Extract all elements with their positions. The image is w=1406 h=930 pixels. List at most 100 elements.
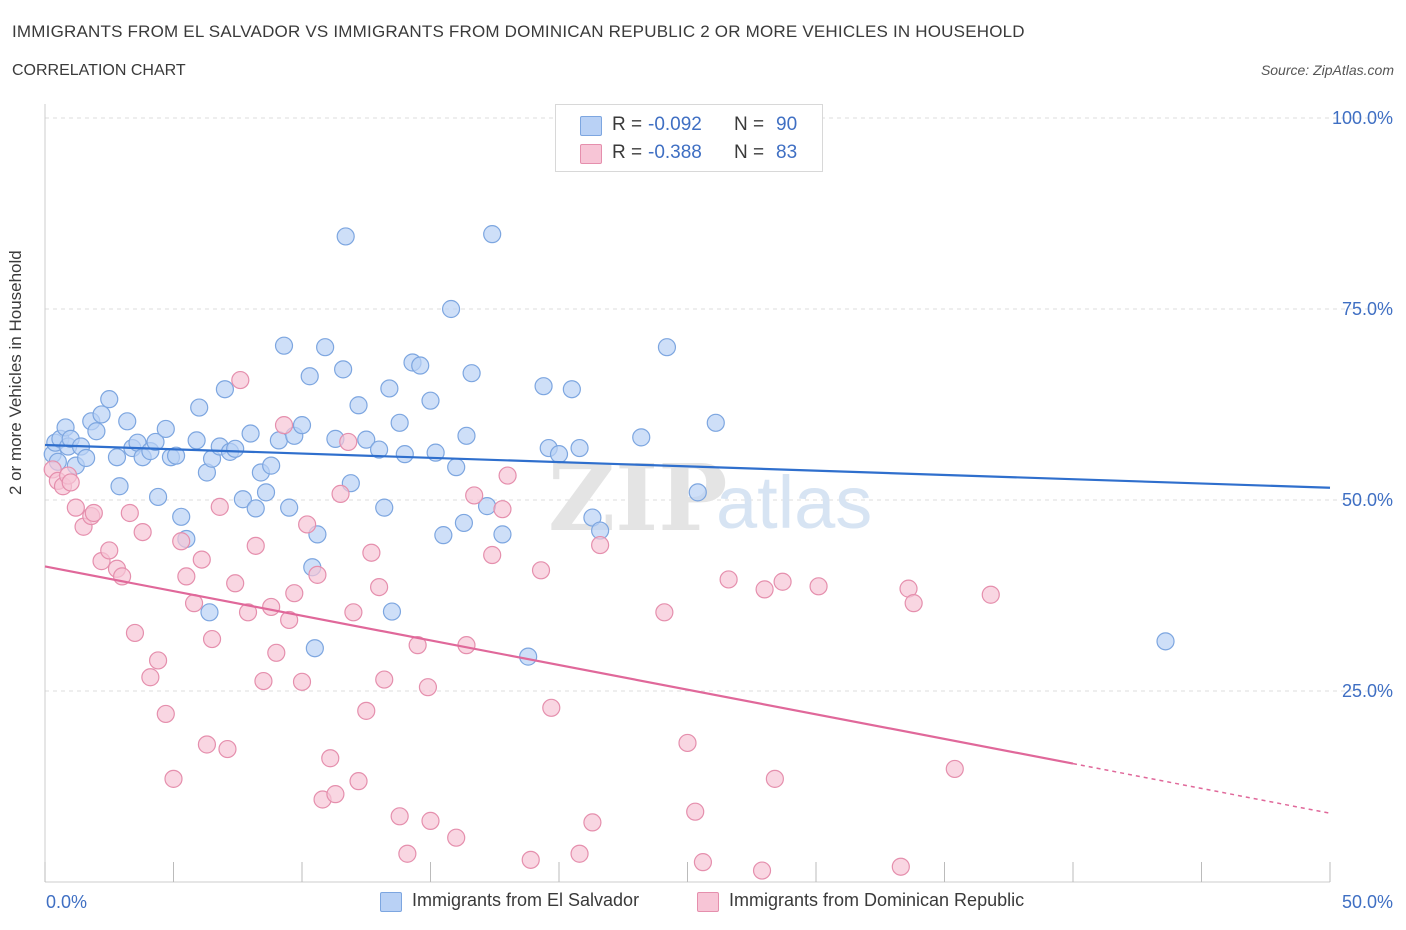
point-el-salvador [274, 336, 294, 355]
point-dominican-republic [591, 535, 610, 555]
point-el-salvador [483, 225, 502, 244]
trend-line-dominican-republic-extension [1072, 762, 1331, 814]
point-dominican-republic [542, 698, 561, 717]
point-dominican-republic [981, 585, 1000, 604]
trend-lines [44, 443, 1331, 814]
point-el-salvador [100, 390, 119, 409]
y-tick-label: 100.0% [1332, 108, 1393, 128]
point-el-salvador [549, 445, 569, 464]
tick-labels: 100.0% 75.0% 50.0% 25.0% 0.0% 50.0% [46, 108, 1393, 912]
series-el-salvador [43, 225, 1175, 666]
point-dominican-republic [945, 759, 964, 779]
n-value: 90 [776, 114, 798, 135]
point-el-salvador [200, 603, 219, 622]
point-el-salvador [269, 431, 288, 450]
point-el-salvador [300, 367, 319, 386]
point-dominican-republic [246, 536, 265, 555]
y-tick-label: 75.0% [1342, 299, 1393, 319]
point-dominican-republic [148, 651, 168, 670]
point-dominican-republic [418, 678, 438, 697]
point-dominican-republic [172, 532, 191, 551]
point-dominican-republic [370, 577, 389, 597]
point-dominican-republic [719, 570, 738, 589]
point-el-salvador [256, 483, 276, 502]
point-dominican-republic [678, 733, 697, 753]
point-el-salvador [316, 338, 335, 357]
point-el-salvador [370, 440, 389, 459]
point-el-salvador [457, 426, 476, 445]
point-dominican-republic [280, 610, 299, 630]
series-dominican-republic [43, 370, 1000, 880]
point-el-salvador [421, 391, 440, 410]
point-el-salvador [226, 439, 245, 458]
point-el-salvador [632, 428, 651, 447]
point-el-salvador [292, 416, 312, 435]
point-dominican-republic [344, 603, 363, 622]
point-dominican-republic [891, 857, 910, 876]
point-el-salvador [166, 446, 186, 465]
point-dominican-republic [164, 769, 183, 788]
point-el-salvador [349, 396, 368, 415]
point-el-salvador [454, 513, 474, 533]
point-el-salvador [241, 424, 260, 443]
point-el-salvador [1156, 632, 1175, 651]
point-el-salvador [77, 448, 96, 468]
point-dominican-republic [693, 853, 713, 872]
point-dominican-republic [156, 704, 175, 724]
point-el-salvador [262, 456, 281, 475]
axes [44, 104, 1331, 883]
point-dominican-republic [521, 850, 540, 869]
x-tick-label: 50.0% [1342, 892, 1393, 912]
point-dominican-republic [218, 739, 237, 759]
point-dominican-republic [421, 811, 440, 830]
point-dominican-republic [177, 567, 196, 586]
point-el-salvador [357, 430, 376, 449]
point-el-salvador [87, 422, 106, 441]
n-value: 83 [776, 142, 798, 163]
point-dominican-republic [493, 500, 512, 519]
r-label: R = [612, 142, 643, 163]
point-el-salvador [534, 377, 553, 396]
point-el-salvador [411, 356, 430, 375]
point-el-salvador [110, 477, 129, 496]
r-label: R = [612, 114, 643, 135]
point-dominican-republic [583, 813, 602, 832]
point-dominican-republic [125, 623, 145, 643]
point-dominican-republic [254, 671, 273, 691]
point-dominican-republic [192, 550, 211, 569]
point-el-salvador [334, 360, 353, 379]
point-dominican-republic [773, 572, 792, 591]
point-dominican-republic [357, 701, 376, 720]
source-credit: Source: ZipAtlas.com [1260, 62, 1394, 78]
point-el-salvador [390, 413, 409, 432]
point-dominican-republic [197, 735, 217, 754]
watermark-atlas: atlas [716, 461, 872, 544]
point-dominican-republic [298, 515, 317, 534]
point-el-salvador [118, 412, 137, 431]
point-dominican-republic [226, 574, 245, 593]
point-dominican-republic [133, 522, 152, 542]
point-dominican-republic [752, 861, 772, 880]
point-el-salvador [215, 380, 234, 399]
point-dominican-republic [61, 473, 80, 492]
point-el-salvador [92, 405, 111, 424]
point-el-salvador [246, 499, 265, 518]
legend-swatch-pink [580, 144, 602, 164]
point-dominican-republic [408, 636, 427, 655]
point-dominican-republic [292, 672, 312, 691]
legend-label: Immigrants from El Salvador [412, 890, 640, 910]
legend-swatch-pink [697, 892, 719, 912]
y-tick-label: 25.0% [1342, 681, 1393, 701]
point-dominican-republic [84, 503, 103, 523]
point-dominican-republic [755, 580, 774, 599]
point-dominican-republic [262, 597, 281, 617]
point-dominican-republic [809, 577, 828, 596]
point-dominican-republic [375, 670, 394, 689]
point-el-salvador [172, 507, 191, 526]
point-el-salvador [657, 338, 677, 357]
series-legend: Immigrants from El Salvador Immigrants f… [0, 890, 1406, 916]
point-el-salvador [156, 419, 175, 439]
point-dominican-republic [120, 503, 139, 523]
y-tick-label: 50.0% [1342, 490, 1393, 510]
